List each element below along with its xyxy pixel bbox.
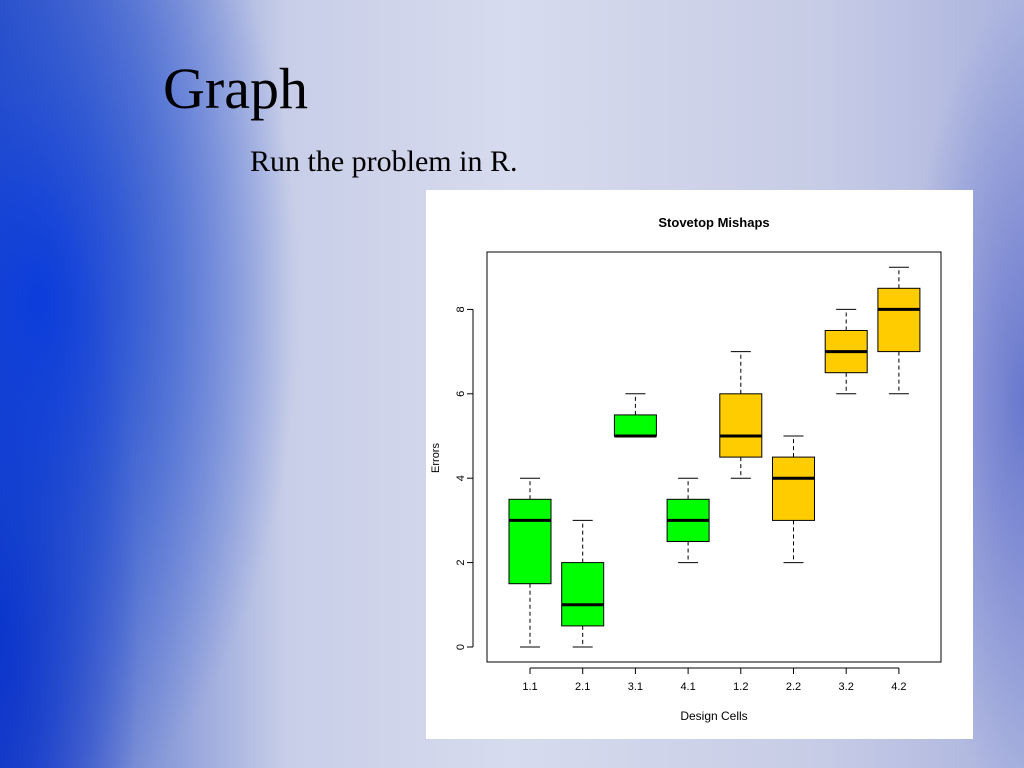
slide-subtitle: Run the problem in R. xyxy=(250,145,518,178)
y-tick-label: 4 xyxy=(455,475,467,481)
box-2.2 xyxy=(772,456,815,521)
chart-title: Stovetop Mishaps xyxy=(658,215,769,230)
y-tick-label: 0 xyxy=(455,644,467,650)
y-axis-label: Errors xyxy=(430,443,442,473)
y-tick-label: 2 xyxy=(455,560,467,566)
x-tick-label: 4.1 xyxy=(680,681,695,693)
x-tick-label: 1.1 xyxy=(522,681,537,693)
box-3.1 xyxy=(613,414,657,437)
x-axis-label: Design Cells xyxy=(680,709,747,723)
y-tick-label: 6 xyxy=(455,391,467,397)
plot-frame xyxy=(486,251,942,663)
x-tick-label: 3.1 xyxy=(628,681,643,693)
boxplot-chart: Stovetop Mishaps Design Cells Errors 0 2 4… xyxy=(430,215,942,723)
box-1.1 xyxy=(508,498,552,585)
x-tick-label: 1.2 xyxy=(733,681,748,693)
slide-title: Graph xyxy=(163,56,308,121)
chart-panel: Stovetop Mishaps Design Cells Errors 0 2 4… xyxy=(426,190,973,739)
box-1.2 xyxy=(719,393,763,458)
x-tick-label: 3.2 xyxy=(839,681,854,693)
box-4.2 xyxy=(877,287,921,353)
box-2.1 xyxy=(561,562,605,627)
x-tick-label: 2.1 xyxy=(575,681,590,693)
x-tick-label: 2.2 xyxy=(786,681,801,693)
y-tick-label: 8 xyxy=(455,306,467,312)
x-tick-label: 4.2 xyxy=(891,681,906,693)
